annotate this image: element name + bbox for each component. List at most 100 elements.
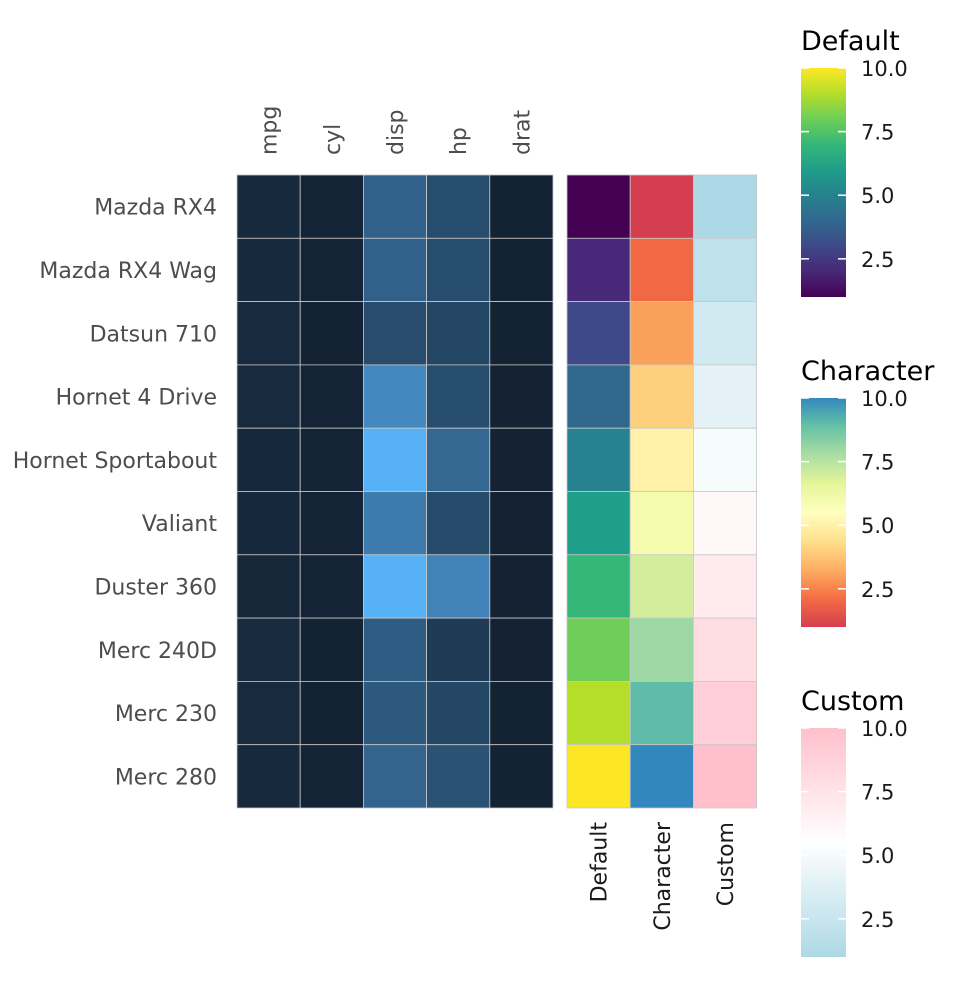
annotation-cell	[566, 301, 631, 366]
annotation-cell	[693, 427, 758, 492]
heatmap-cell	[236, 681, 301, 746]
legend-tick-label: 10.0	[861, 57, 908, 81]
heatmap-cell	[426, 427, 491, 492]
row-label: Hornet 4 Drive	[56, 386, 217, 411]
legend-tick-label: 10.0	[861, 387, 908, 411]
legend-colorbar	[801, 68, 846, 297]
legend-tick-label: 7.5	[861, 781, 894, 805]
annotation-cell	[629, 174, 694, 239]
annotation-cell	[629, 237, 694, 303]
annotation-cell	[566, 174, 631, 239]
column-label: drat	[510, 110, 535, 155]
annotation-cell	[629, 491, 694, 556]
heatmap-cell	[236, 554, 301, 619]
column-label: disp	[384, 109, 409, 155]
annotation-cell	[566, 427, 631, 492]
column-label: mpg	[258, 106, 283, 155]
heatmap-cell	[362, 554, 427, 619]
row-label: Valiant	[142, 512, 217, 537]
column-label: hp	[447, 127, 472, 155]
heatmap-cell	[299, 744, 364, 809]
heatmap-cell	[362, 427, 427, 492]
annotation-cell	[566, 491, 631, 556]
heatmap-cell	[426, 237, 491, 303]
annotation-cell	[693, 491, 758, 556]
annotation-cell	[566, 744, 631, 809]
legend-tick-label: 5.0	[861, 844, 894, 868]
heatmap-cell	[489, 364, 554, 429]
heatmap-cell	[489, 491, 554, 556]
legend-title: Character	[801, 356, 935, 387]
legend-title: Custom	[801, 686, 904, 717]
annotation-heatmap	[566, 174, 758, 809]
annotation-cell	[693, 744, 758, 809]
heatmap-cell	[362, 301, 427, 366]
column-label: cyl	[321, 124, 346, 155]
annotation-cell	[693, 237, 758, 303]
legend-colorbar	[801, 398, 846, 627]
heatmap-cell	[489, 554, 554, 619]
heatmap-cell	[489, 681, 554, 746]
heatmap-cell	[299, 491, 364, 556]
heatmap-cell	[362, 491, 427, 556]
legend-tick-label: 5.0	[861, 184, 894, 208]
annotation-cell	[566, 237, 631, 303]
column-labels: mpg cyl disp hp drat	[258, 106, 536, 155]
heatmap-cell	[426, 554, 491, 619]
row-label: Duster 360	[94, 575, 217, 600]
annotation-column-label: Custom	[714, 822, 739, 906]
heatmap-cell	[362, 174, 427, 239]
heatmap-cell	[362, 617, 427, 682]
heatmap-cell	[426, 301, 491, 366]
legend-tick-label: 5.0	[861, 514, 894, 538]
legend-tick-label: 7.5	[861, 451, 894, 475]
row-label: Merc 230	[115, 702, 217, 727]
row-label: Datsun 710	[90, 322, 217, 347]
legend-colorbar	[801, 728, 846, 957]
annotation-cell	[629, 681, 694, 746]
legend-tick-label: 2.5	[861, 908, 894, 932]
annotation-cell	[566, 364, 631, 429]
heatmap-cell	[236, 427, 301, 492]
row-label: Merc 240D	[98, 639, 217, 664]
heatmap-cell	[236, 617, 301, 682]
heatmap-cell	[299, 681, 364, 746]
heatmap-cell	[236, 744, 301, 809]
heatmap-cell	[426, 744, 491, 809]
heatmap-cell	[362, 744, 427, 809]
heatmap-cell	[426, 364, 491, 429]
legends: Default2.55.07.510.0Character2.55.07.510…	[801, 26, 935, 957]
annotation-cell	[629, 364, 694, 429]
legend-tick-label: 2.5	[861, 578, 894, 602]
row-label: Merc 280	[115, 765, 217, 790]
main-heatmap	[236, 174, 554, 809]
annotation-labels: Default Character Custom	[588, 821, 739, 931]
heatmap-cell	[299, 174, 364, 239]
annotation-cell	[629, 554, 694, 619]
row-label: Hornet Sportabout	[13, 449, 218, 474]
heatmap-cell	[489, 237, 554, 303]
row-labels: Mazda RX4 Mazda RX4 Wag Datsun 710 Hornet 4…	[13, 196, 218, 791]
heatmap-cell	[426, 617, 491, 682]
annotation-cell	[693, 174, 758, 239]
heatmap-cell	[426, 491, 491, 556]
legend-title: Default	[801, 26, 900, 57]
row-label: Mazda RX4 Wag	[39, 259, 217, 284]
row-label: Mazda RX4	[94, 196, 217, 221]
annotation-cell	[693, 617, 758, 682]
heatmap-cell	[236, 491, 301, 556]
annotation-cell	[693, 681, 758, 746]
annotation-column-label: Character	[651, 821, 676, 931]
annotation-cell	[629, 617, 694, 682]
heatmap-cell	[362, 681, 427, 746]
annotation-cell	[566, 617, 631, 682]
annotation-cell	[629, 301, 694, 366]
heatmap-cell	[489, 174, 554, 239]
annotation-cell	[629, 744, 694, 809]
heatmap-cell	[236, 174, 301, 239]
heatmap-cell	[299, 301, 364, 366]
annotation-cell	[693, 554, 758, 619]
heatmap-cell	[362, 237, 427, 303]
annotation-cell	[629, 427, 694, 492]
